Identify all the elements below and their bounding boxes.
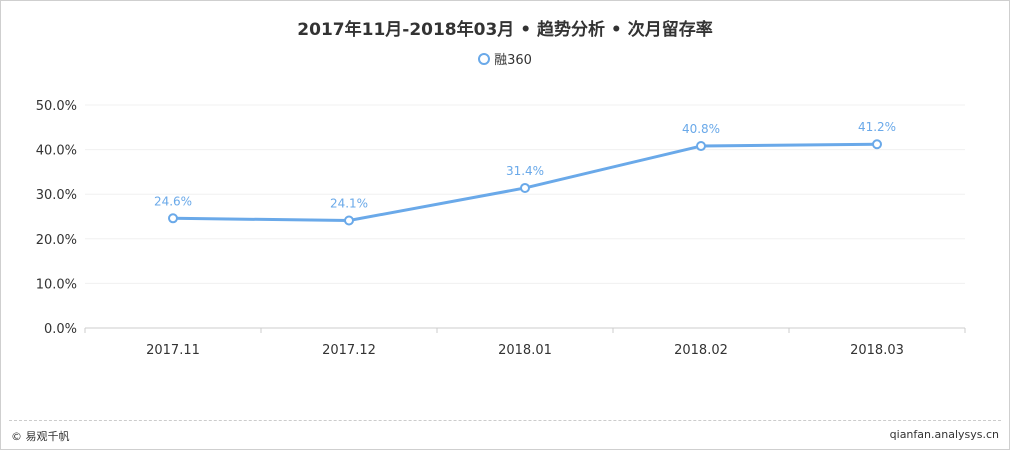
footer-copyright: © 易观千帆 — [11, 430, 70, 443]
data-point — [168, 213, 178, 224]
legend-label: 融360 — [494, 53, 532, 68]
series-line — [172, 142, 878, 223]
y-tick-label: 40.0% — [36, 144, 77, 159]
x-tick-label: 2018.03 — [850, 343, 904, 358]
y-tick-label: 10.0% — [36, 277, 77, 292]
x-tick-label: 2018.02 — [674, 343, 728, 358]
x-tick-label: 2018.01 — [498, 343, 552, 358]
data-label: 24.1% — [330, 197, 368, 211]
legend-marker-icon — [478, 52, 491, 65]
y-tick-label: 30.0% — [36, 188, 77, 203]
data-label: 41.2% — [858, 120, 896, 134]
y-tick-label: 0.0% — [44, 322, 77, 337]
chart-title: 2017年11月-2018年03月 • 趋势分析 • 次月留存率 — [297, 20, 713, 40]
footer-divider — [9, 420, 1001, 421]
data-label: 31.4% — [506, 164, 544, 178]
data-point — [344, 215, 354, 226]
data-point — [872, 139, 882, 150]
x-tick-label: 2017.11 — [146, 343, 200, 358]
line-chart: 0.0% 10.0% 20.0% 30.0% 40.0% 50.0% 2017.11 2017… — [36, 99, 966, 358]
x-tick-label: 2017.12 — [322, 343, 376, 358]
legend[interactable]: 融360 — [1, 49, 1009, 68]
footer-url[interactable]: qianfan.analysys.cn — [889, 428, 999, 441]
y-tick-label: 50.0% — [36, 99, 77, 114]
data-label: 40.8% — [682, 122, 720, 136]
y-tick-label: 20.0% — [36, 233, 77, 248]
data-point — [520, 182, 530, 193]
data-label: 24.6% — [154, 194, 192, 208]
data-point — [696, 141, 706, 152]
